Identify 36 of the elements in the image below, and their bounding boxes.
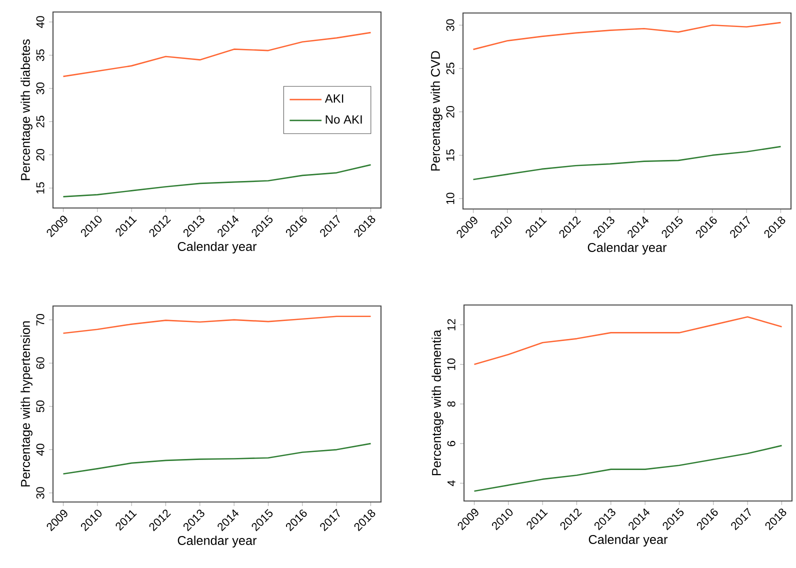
y-tick-label: 40 bbox=[36, 444, 44, 456]
y-tick-label: 25 bbox=[36, 116, 44, 128]
y-tick-label: 6 bbox=[447, 440, 456, 446]
y-tick-label: 40 bbox=[36, 16, 44, 28]
legend-label: AKI bbox=[324, 94, 344, 103]
y-tick-label: 12 bbox=[447, 319, 456, 330]
y-tick-label: 10 bbox=[446, 192, 454, 204]
y-tick-label: 20 bbox=[36, 148, 44, 161]
line-series bbox=[62, 442, 372, 475]
line-series bbox=[472, 146, 782, 180]
y-axis-title: Percentage with dementia bbox=[432, 330, 444, 476]
y-tick-label: 10 bbox=[447, 358, 456, 370]
y-tick-label: 4 bbox=[447, 480, 456, 486]
y-axis-title: Percentage with CVD bbox=[430, 51, 442, 170]
y-tick-label: 35 bbox=[36, 49, 44, 62]
y-tick-label: 70 bbox=[36, 314, 44, 326]
x-axis-title: Calendar year bbox=[178, 536, 257, 548]
line-series bbox=[62, 316, 372, 334]
line-series bbox=[472, 22, 782, 50]
y-tick-label: 30 bbox=[36, 82, 44, 94]
y-tick-label: 15 bbox=[36, 182, 44, 194]
legend-label: No AKI bbox=[326, 115, 362, 124]
y-tick-label: 60 bbox=[36, 357, 44, 369]
y-tick-label: 25 bbox=[446, 62, 454, 74]
y-axis-title: Percentage with diabetes bbox=[20, 39, 32, 180]
y-axis-title: Percentage with hypertension bbox=[20, 321, 32, 486]
y-tick-label: 20 bbox=[446, 106, 454, 118]
y-tick-label: 50 bbox=[36, 400, 44, 412]
x-axis-title: Calendar year bbox=[588, 534, 668, 547]
x-axis-title: Calendar year bbox=[178, 242, 257, 254]
y-tick-label: 8 bbox=[447, 401, 456, 407]
y-tick-label: 30 bbox=[36, 487, 44, 499]
y-tick-label: 30 bbox=[446, 19, 454, 31]
line-series bbox=[62, 164, 372, 198]
y-tick-label: 15 bbox=[446, 149, 454, 161]
x-axis-title: Calendar year bbox=[588, 242, 667, 255]
